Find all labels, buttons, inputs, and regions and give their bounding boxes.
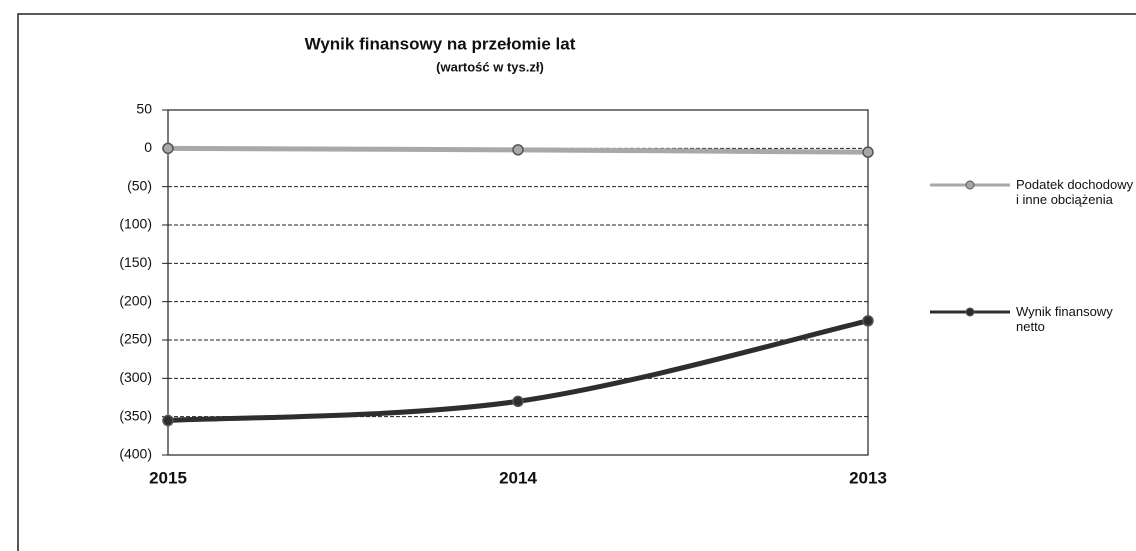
- legend-marker: [965, 307, 975, 317]
- y-tick-label: (400): [119, 446, 152, 462]
- legend-label: Podatek dochodowy i inne obciążenia: [1016, 177, 1134, 207]
- chart-title: Wynik finansowy na przełomie lat: [305, 34, 576, 53]
- y-tick-label: 0: [144, 139, 152, 155]
- y-tick-label: 50: [136, 101, 152, 117]
- legend-marker: [965, 180, 975, 190]
- x-tick-label: 2015: [149, 468, 187, 487]
- point-marker: [512, 395, 524, 408]
- point-marker: [512, 144, 524, 156]
- x-tick-label: 2013: [849, 468, 887, 487]
- legend-label: Wynik finansowy netto: [1016, 304, 1113, 334]
- y-tick-label: (100): [119, 216, 152, 232]
- y-tick-label: (150): [119, 254, 152, 270]
- y-tick-label: (50): [127, 177, 152, 193]
- x-tick-label: 2014: [499, 468, 537, 487]
- chart-frame: [17, 13, 1136, 551]
- point-marker: [162, 142, 174, 155]
- point-marker: [862, 315, 874, 327]
- y-tick-label: (350): [119, 407, 152, 423]
- y-tick-label: (300): [119, 369, 152, 385]
- y-tick-label: (200): [119, 292, 152, 308]
- point-marker: [862, 146, 874, 158]
- point-marker: [162, 414, 174, 427]
- chart-subtitle: (wartość w tys.zł): [436, 59, 544, 74]
- y-tick-label: (250): [119, 331, 152, 347]
